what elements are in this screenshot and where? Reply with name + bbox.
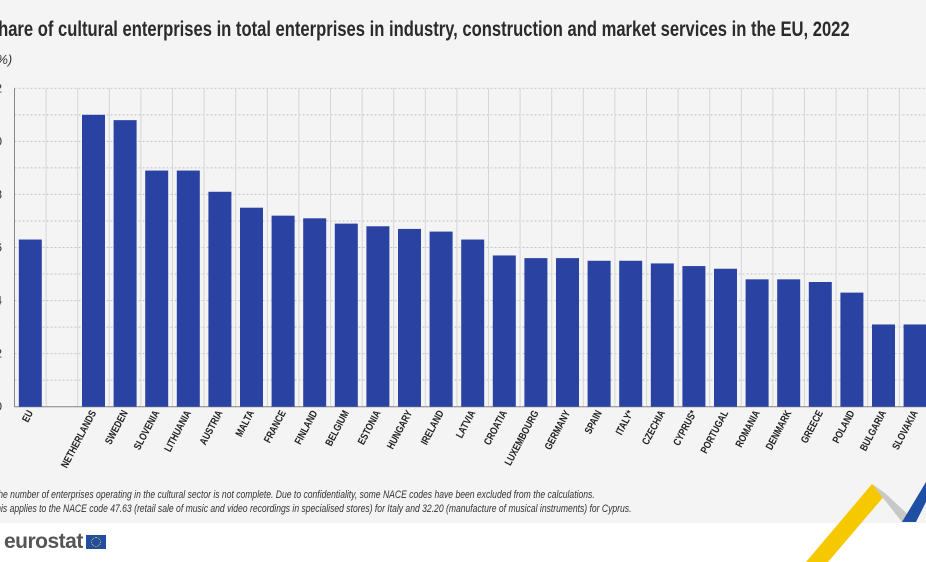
bar-greece	[808, 281, 832, 407]
y-tick-label: 10	[0, 134, 2, 148]
x-tick-label: AUSTRIA	[198, 408, 226, 447]
y-tick-label: 8	[0, 187, 2, 201]
bar-cyprus	[682, 266, 706, 407]
bar-spain	[587, 260, 611, 407]
x-tick-label: EU	[20, 408, 36, 424]
x-tick-label: SLOVAKIA	[890, 408, 921, 452]
bar-france	[271, 215, 295, 407]
x-tick-label: CROATIA	[482, 408, 510, 447]
x-tick-label: LITHUANIA	[162, 408, 194, 454]
x-tick-label: IRELAND	[419, 408, 447, 447]
bar-finland	[303, 218, 327, 407]
bar-slovenia	[145, 170, 169, 407]
x-tick-label: BULGARIA	[858, 408, 890, 453]
bar-sweden	[113, 120, 137, 407]
x-tick-label: GREECE	[799, 409, 826, 446]
x-tick-label: DENMARK	[764, 408, 795, 452]
x-tick-label: NETHERLANDS	[59, 409, 99, 471]
x-tick-label: SPAIN	[583, 408, 606, 436]
bar-italy	[619, 260, 643, 407]
x-tick-label: ESTONIA	[356, 408, 384, 447]
decorative-corner-icon	[806, 482, 926, 562]
bar-hungary	[398, 228, 421, 407]
x-tick-label: CZECHIA	[640, 408, 668, 447]
x-tick-label: HUNGARY	[385, 408, 416, 451]
x-tick-label: POLAND	[830, 408, 857, 445]
eurostat-logo: eurostat	[4, 530, 106, 554]
x-tick-label: GERMANY	[543, 408, 574, 452]
bar-portugal	[714, 268, 737, 407]
bar-slovakia	[903, 324, 926, 407]
bar-lithuania	[176, 170, 200, 407]
bar-estonia	[366, 226, 390, 407]
x-tick-label: FINLAND	[293, 408, 321, 446]
eu-flag-icon	[85, 535, 106, 549]
bar-germany	[556, 258, 579, 407]
x-tick-label: SWEDEN	[103, 408, 131, 446]
logo-text: eurostat	[4, 530, 83, 553]
unit-label: (%)	[0, 52, 13, 67]
y-tick-label: 0	[0, 400, 2, 414]
bar-luxembourg	[524, 258, 548, 407]
bar-denmark	[777, 279, 801, 407]
x-tick-label: BELGIUM	[323, 408, 352, 448]
y-tick-label: 12	[0, 81, 2, 95]
y-tick-label: 4	[0, 294, 2, 308]
bar-malta	[240, 207, 263, 407]
bar-croatia	[492, 255, 516, 407]
bar-bulgaria	[872, 324, 895, 407]
y-tick-label: 2	[0, 347, 2, 361]
footnote-2: This applies to the NACE code 47.63 (ret…	[0, 503, 632, 515]
bar-chart: 0 2 4 6 8 10 12 EU NETHERLANDSSWEDENSLOVENIALITH…	[0, 81, 926, 471]
bar-ireland	[429, 231, 453, 407]
bar-latvia	[461, 239, 485, 407]
x-tick-label: SLOVENIA	[132, 408, 163, 452]
bar-romania	[745, 279, 769, 407]
bar-austria	[208, 191, 232, 407]
x-tick-label: ITALY*	[614, 408, 637, 437]
footnote-1: The number of enterprises operating in t…	[0, 489, 595, 501]
x-tick-label: PORTUGAL	[699, 408, 732, 455]
x-tick-label: MALTA	[233, 408, 257, 439]
x-tick-label: CYPRUS*	[671, 408, 700, 448]
bar-czechia	[650, 263, 674, 407]
bar-netherlands	[82, 114, 105, 407]
bar-belgium	[334, 223, 358, 407]
x-tick-label: FRANCE	[262, 409, 289, 446]
chart-title: Share of cultural enterprises in total e…	[0, 18, 850, 41]
bar-eu	[18, 239, 42, 407]
y-tick-label: 6	[0, 241, 2, 255]
x-tick-label: LATVIA	[454, 408, 479, 440]
x-tick-label: ROMANIA	[733, 408, 763, 449]
bar-poland	[840, 292, 864, 407]
